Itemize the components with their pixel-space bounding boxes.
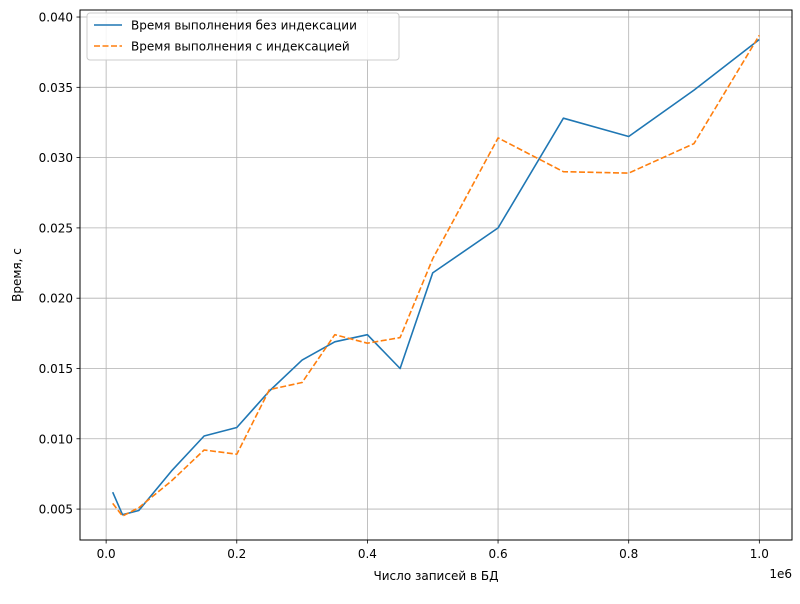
- legend-label-1: Время выполнения без индексации: [131, 19, 357, 33]
- y-tick-label: 0.030: [39, 151, 73, 165]
- plot-frame: [79, 9, 793, 541]
- y-tick-label: 0.025: [39, 221, 73, 235]
- x-tick-label: 1.0: [750, 547, 769, 561]
- y-tick-label: 0.015: [39, 362, 73, 376]
- y-tick-label: 0.020: [39, 292, 73, 306]
- y-tick-label: 0.005: [39, 503, 73, 517]
- grid: [80, 10, 792, 540]
- legend-label-2: Время выполнения с индексацией: [131, 40, 350, 54]
- series-lines: [111, 34, 760, 517]
- x-tick-label: 0.2: [227, 547, 246, 561]
- y-tick-label: 0.040: [39, 11, 73, 25]
- x-tick-label: 0.6: [489, 547, 508, 561]
- x-tick-label: 0.8: [619, 547, 638, 561]
- axes: 0.0 0.2 0.4 0.6 0.8 1.0 0.005 0.010 0.015 0.020 0.…: [39, 11, 769, 561]
- series-line-1: [111, 38, 760, 516]
- x-axis-label: Число записей в БД: [374, 569, 499, 583]
- legend-box: [86, 12, 400, 61]
- series-line-2: [112, 34, 760, 517]
- y-axis-label: Время, с: [10, 248, 24, 302]
- legend: Время выполнения без индексации Время вып…: [86, 12, 400, 61]
- y-tick-label: 0.035: [39, 81, 73, 95]
- x-tick-label: 0.4: [358, 547, 377, 561]
- x-axis-offset-text: 1e6: [769, 567, 792, 581]
- x-tick-label: 0.0: [97, 547, 116, 561]
- y-tick-label: 0.010: [39, 432, 73, 446]
